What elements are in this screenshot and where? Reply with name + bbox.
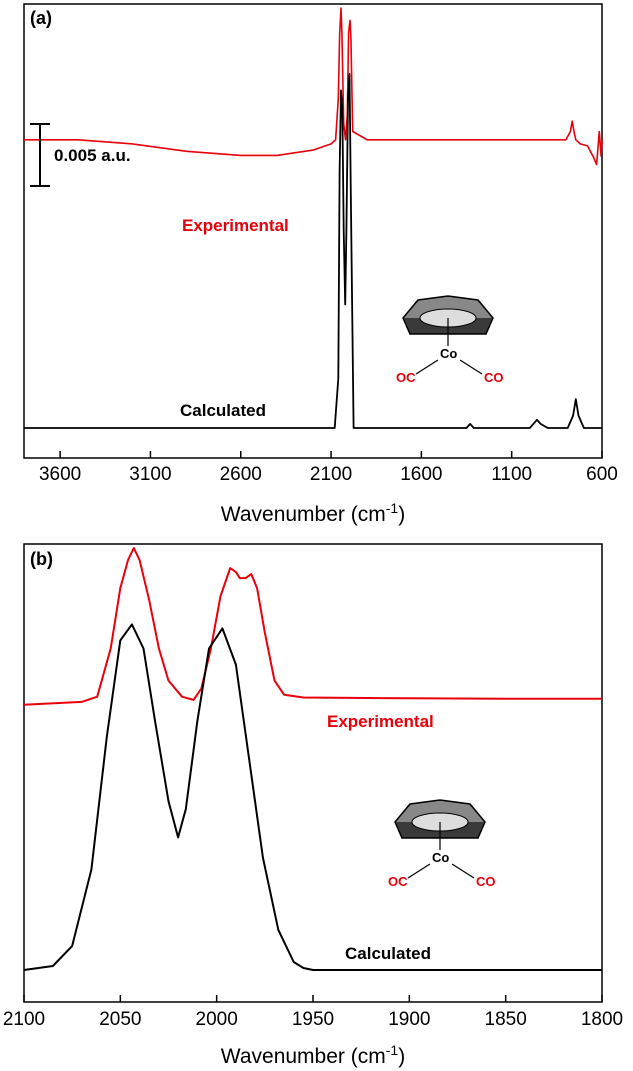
experimental-label-a: Experimental: [182, 216, 289, 235]
x-tick-label: 1600: [400, 464, 442, 485]
svg-text:CO: CO: [476, 874, 496, 889]
x-tick-label: 2050: [99, 1009, 141, 1030]
svg-text:CO: CO: [484, 370, 504, 385]
svg-text:Co: Co: [440, 346, 457, 361]
svg-text:Co: Co: [432, 850, 449, 865]
x-tick-label: 1850: [485, 1009, 527, 1030]
panel-label-a: (a): [30, 8, 52, 28]
x-tick-label: 1950: [292, 1009, 334, 1030]
x-tick-label: 2100: [3, 1009, 45, 1030]
cobalt-complex-structure-a: Co OC CO: [396, 295, 504, 385]
panel-a: (a) 3600 3100 2600 2100 1600 1100 600 0.005 a.…: [23, 3, 618, 526]
scale-bar-label: 0.005 a.u.: [54, 146, 131, 165]
x-tick-label: 3100: [129, 464, 171, 485]
experimental-label-b: Experimental: [327, 712, 434, 731]
calculated-label-a: Calculated: [180, 401, 266, 420]
x-tick-label: 1100: [491, 464, 532, 485]
x-axis-ticks-b: 2100 2050 2000 1950 1900 1850 1800: [3, 995, 623, 1030]
calculated-spectrum-line-b: [23, 623, 602, 971]
plot-frame-b: [23, 543, 603, 1003]
svg-text:OC: OC: [388, 874, 408, 889]
x-tick-label: 2000: [196, 1009, 238, 1030]
cobalt-complex-structure-b: Co OC CO: [388, 799, 496, 889]
x-tick-label: 1800: [581, 1009, 623, 1030]
calculated-spectrum-line-a: [24, 73, 602, 429]
x-tick-label: 600: [586, 464, 618, 485]
x-tick-label: 1900: [388, 1009, 430, 1030]
x-tick-label: 3600: [39, 464, 81, 485]
x-tick-label: 2100: [310, 464, 352, 485]
panel-b: (b) 2100 2050 2000 1950 1900 1850 1800 Experim…: [3, 543, 623, 1068]
x-axis-ticks-a: 3600 3100 2600 2100 1600 1100 600: [39, 451, 618, 485]
experimental-spectrum-line-b: [23, 547, 602, 706]
panel-label-b: (b): [30, 549, 53, 569]
x-axis-title-b: Wavenumber (cm-1): [221, 1042, 405, 1068]
calculated-label-b: Calculated: [345, 944, 431, 963]
x-tick-label: 2600: [220, 464, 262, 485]
plot-frame-a: [23, 3, 603, 459]
svg-text:OC: OC: [396, 370, 416, 385]
experimental-spectrum-line-a: [24, 7, 603, 166]
x-axis-title-a: Wavenumber (cm-1): [221, 500, 405, 526]
scale-bar: 0.005 a.u.: [30, 123, 131, 187]
